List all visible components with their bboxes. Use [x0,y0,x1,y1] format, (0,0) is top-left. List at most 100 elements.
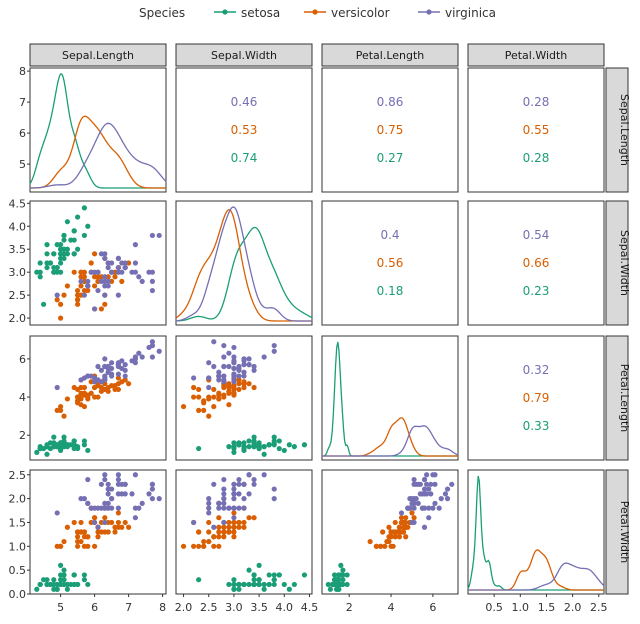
corr-sepal-length-petal-length-setosa: 0.27 [377,151,404,165]
density-sepal-length-versicolor [29,115,166,189]
point-virginica-50 [411,505,417,511]
point-versicolor-50 [390,529,396,535]
point-virginica-49 [98,481,104,487]
point-versicolor-46 [392,534,398,540]
point-versicolor-10 [64,396,70,402]
point-versicolor-43 [211,534,217,540]
ytick-label-sepal-length-5: 5 [19,158,26,171]
point-virginica-1 [102,255,108,262]
point-virginica-47 [102,292,108,298]
point-setosa-35 [236,442,242,448]
legend-marker-versicolor [312,9,318,15]
point-virginica-16 [105,481,111,487]
point-setosa-50 [58,581,64,588]
point-versicolor-26 [112,386,118,393]
point-setosa-19 [81,232,87,239]
point-virginica-49 [251,481,257,487]
ytick-label-sepal-width-4.0: 4.0 [9,220,27,233]
point-setosa-21 [71,438,77,444]
strip-top-sepal-length [29,43,167,67]
point-versicolor-36 [398,515,405,521]
point-versicolor-38 [102,301,108,307]
strip-right-label-sepal-width: Sepal.Width [618,230,631,296]
point-setosa-32 [336,572,342,578]
point-virginica-45 [246,362,252,368]
point-virginica-5 [426,486,432,492]
point-setosa-23 [261,451,267,457]
point-virginica-30 [231,360,237,366]
point-versicolor-13 [191,543,197,549]
point-versicolor-31 [75,538,81,545]
point-setosa-50 [334,581,340,588]
point-virginica-37 [102,476,108,483]
panel-sepal-length-petal-length: 0.86 0.75 0.27 [321,67,459,193]
corr-petal-length-petal-width-setosa: 0.33 [523,419,550,433]
point-setosa-37 [75,246,81,252]
point-virginica-32 [271,348,277,354]
strip-right-sepal-width [605,200,629,326]
point-versicolor-50 [81,392,87,398]
point-setosa-46 [51,577,57,583]
point-virginica-45 [115,255,121,262]
point-virginica-44 [119,358,125,364]
point-versicolor-36 [251,515,257,521]
panel-petal-width-petal-width [467,469,605,595]
point-virginica-9 [426,505,432,511]
point-virginica-21 [122,362,128,368]
point-setosa-37 [75,445,81,452]
point-virginica-9 [115,292,121,298]
point-virginica-1 [246,356,252,362]
point-virginica-50 [88,373,94,379]
point-versicolor-29 [92,274,98,280]
point-setosa-45 [61,434,67,440]
point-virginica-20 [92,306,98,312]
panel-sepal-width-petal-width-frame [467,200,605,326]
point-virginica-16 [105,260,111,266]
point-virginica-5 [231,486,237,492]
point-versicolor-41 [396,534,403,540]
xtick-label-sepal-width-2.5: 2.5 [200,601,218,614]
point-setosa-47 [61,232,67,239]
point-virginica-27 [221,505,227,511]
point-virginica-7 [54,510,60,516]
point-setosa-43 [37,581,43,588]
xtick-label-petal-width-2.5: 2.5 [590,601,608,614]
point-virginica-46 [231,481,237,487]
ytick-label-petal-width-0.5: 0.5 [9,564,27,577]
xtick-label-petal-width-0.5: 0.5 [485,601,503,614]
point-versicolor-8 [54,297,60,303]
point-versicolor-38 [196,386,202,393]
point-virginica-3 [129,491,135,497]
point-virginica-20 [191,519,197,526]
corr-sepal-width-petal-width-setosa: 0.23 [523,284,550,298]
strip-top-label-sepal-length: Sepal.Length [62,49,134,62]
point-virginica-38 [105,264,111,271]
point-setosa-25 [251,434,257,440]
point-virginica-12 [216,369,222,375]
point-setosa-25 [51,251,57,257]
point-versicolor-30 [211,403,217,410]
density-petal-width-virginica [468,562,605,591]
point-virginica-36 [149,481,155,487]
point-versicolor-42 [231,383,237,389]
corr-sepal-width-petal-length-versicolor: 0.56 [377,256,404,270]
point-versicolor-27 [119,278,125,284]
point-virginica-21 [424,481,430,487]
point-virginica-7 [54,292,60,298]
point-versicolor-44 [196,407,202,413]
legend-label-virginica: virginica [445,6,496,20]
point-virginica-35 [95,363,101,370]
legend-marker-setosa [222,9,228,15]
point-versicolor-26 [112,524,118,530]
density-sepal-length-setosa [29,73,166,189]
point-versicolor-45 [216,390,222,396]
point-virginica-49 [417,481,423,487]
strip-right-petal-length [605,335,629,461]
point-setosa-9 [226,444,232,450]
point-setosa-17 [71,228,77,234]
point-versicolor-46 [231,534,237,540]
point-versicolor-7 [403,515,409,521]
point-virginica-44 [241,358,247,364]
point-versicolor-49 [206,413,212,419]
strip-top-sepal-width [175,43,313,67]
